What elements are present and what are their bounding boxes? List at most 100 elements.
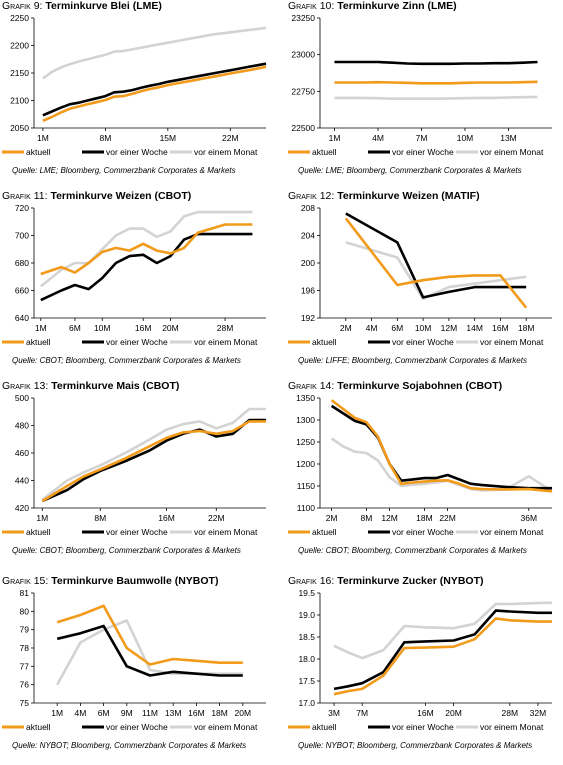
legend-label-aktuell: aktuell [312,722,337,732]
series-line-monat [345,241,527,300]
chart-title-text: Terminkurve Zinn (LME) [337,0,457,12]
series-line-monat [330,437,553,493]
line-chart: 22500 22750 23000 23250 1M 4M 7M 10M 13M aktuell v… [288,13,552,157]
series-line-woche [41,418,266,503]
y-tick-label: 2100 [10,96,29,106]
y-tick-label: 460 [15,448,29,458]
chart-title-text: Terminkurve Weizen (CBOT) [50,190,192,202]
x-tick-label: 10M [94,323,111,333]
x-tick-label: 20M [162,323,179,333]
line-chart: 640 660 680 700 720 1M 6M 10M 16M 20M 28M aktuell vo… [2,203,266,347]
chart-source: Quelle: CBOT; Bloomberg, Commerzbank Cor… [12,356,241,365]
x-tick-label: 6M [98,708,110,718]
chart-panel: Grafik 9: Terminkurve Blei (LME) 2050 2100… [2,0,272,185]
legend-label-woche: vor einer Woche [106,722,168,732]
chart-source: Quelle: CBOT; Bloomberg, Commerzbank Cor… [12,546,241,555]
x-tick-label: 7M [356,708,368,718]
series-line-woche [42,62,267,117]
series-line-aktuell [40,223,253,276]
y-tick-label: 660 [15,286,29,296]
x-tick-label: 3M [328,708,340,718]
chart-number: Grafik 14: [288,380,335,392]
y-tick-label: 500 [15,393,29,403]
x-tick-label: 18M [416,513,433,523]
y-tick-label: 196 [301,286,315,296]
y-tick-label: 23250 [291,13,315,23]
x-tick-label: 1M [37,133,49,143]
chart-number: Grafik 9: [2,0,43,12]
x-tick-label: 4M [74,708,86,718]
x-tick-label: 22M [208,513,225,523]
x-tick-label: 12M [381,513,398,523]
x-tick-label: 20M [445,708,462,718]
legend-label-aktuell: aktuell [26,722,51,732]
series-line-woche [334,60,538,66]
y-tick-label: 680 [15,258,29,268]
chart-panel: Grafik 14: Terminkurve Sojabohnen (CBOT)… [288,380,558,565]
line-chart: 75 76 77 78 79 80 81 1M 4M 6M 9M 11M 13M 16M 18M 20M akt… [2,588,266,732]
legend-label-woche: vor einer Woche [106,337,168,347]
y-tick-label: 18.5 [298,632,315,642]
series-line-monat [42,26,267,80]
chart-number: Grafik 11: [2,190,48,202]
y-tick-label: 1200 [296,459,315,469]
x-tick-label: 8M [99,133,111,143]
line-chart: 420 440 460 480 500 1M 8M 16M 22M aktuell vor eine… [2,393,266,537]
x-tick-label: 1M [51,708,63,718]
y-tick-label: 208 [301,203,315,213]
x-tick-label: 2M [340,323,352,333]
series-line-woche [345,212,527,299]
chart-title-text: Terminkurve Baumwolle (NYBOT) [51,575,219,587]
legend-label-aktuell: aktuell [26,527,51,537]
chart-panel: Grafik 10: Terminkurve Zinn (LME) 22500 22… [288,0,558,185]
x-tick-label: 28M [217,323,234,333]
x-tick-label: 36M [521,513,538,523]
legend-label-woche: vor einer Woche [392,722,454,732]
series-line-monat [334,95,538,100]
legend-label-aktuell: aktuell [312,337,337,347]
chart-source: Quelle: NYBOT; Bloomberg, Commerzbank Co… [12,741,247,750]
y-tick-label: 2050 [10,123,29,133]
y-tick-label: 1100 [297,503,316,513]
x-tick-label: 12M [441,323,458,333]
chart-number: Grafik 15: [2,575,49,587]
y-tick-label: 19.0 [298,610,315,620]
y-tick-label: 80 [20,606,30,616]
chart-title: Grafik 12: Terminkurve Weizen (MATIF) [288,190,480,202]
legend-label-aktuell: aktuell [312,527,337,537]
series-line-aktuell [41,420,266,503]
x-tick-label: 20M [235,708,252,718]
chart-source: Quelle: CBOT; Bloomberg, Commerzbank Cor… [298,546,527,555]
x-tick-label: 11M [142,708,158,718]
y-tick-label: 17.0 [298,698,315,708]
y-tick-label: 200 [301,258,315,268]
y-tick-label: 77 [20,661,30,671]
chart-panel: Grafik 13: Terminkurve Mais (CBOT) 420 440… [2,380,272,565]
series-line-woche [40,232,253,302]
legend-label-monat: vor einem Monat [194,527,258,537]
x-tick-label: 13M [165,708,182,718]
y-tick-label: 192 [301,313,315,323]
x-tick-label: 22M [439,513,456,523]
legend-label-woche: vor einer Woche [106,527,168,537]
chart-title-text: Terminkurve Blei (LME) [45,0,162,12]
chart-number: Grafik 16: [288,575,335,587]
y-tick-label: 440 [15,476,29,486]
y-tick-label: 1350 [296,393,315,403]
x-tick-label: 28M [502,708,519,718]
y-tick-label: 1300 [296,415,315,425]
legend-label-aktuell: aktuell [26,147,51,157]
chart-title-text: Terminkurve Weizen (MATIF) [337,190,480,202]
legend-label-woche: vor einer Woche [392,147,454,157]
legend-label-monat: vor einem Monat [194,147,258,157]
series-line-woche [330,404,552,490]
series-line-monat [41,407,266,501]
x-tick-label: 6M [69,323,81,333]
y-tick-label: 22750 [291,86,315,96]
legend-label-monat: vor einem Monat [480,147,544,157]
chart-title: Grafik 15: Terminkurve Baumwolle (NYBOT) [2,575,218,587]
chart-title: Grafik 13: Terminkurve Mais (CBOT) [2,380,179,392]
y-tick-label: 18.0 [298,654,315,664]
series-line-monat [39,210,253,288]
y-tick-label: 1250 [296,437,315,447]
